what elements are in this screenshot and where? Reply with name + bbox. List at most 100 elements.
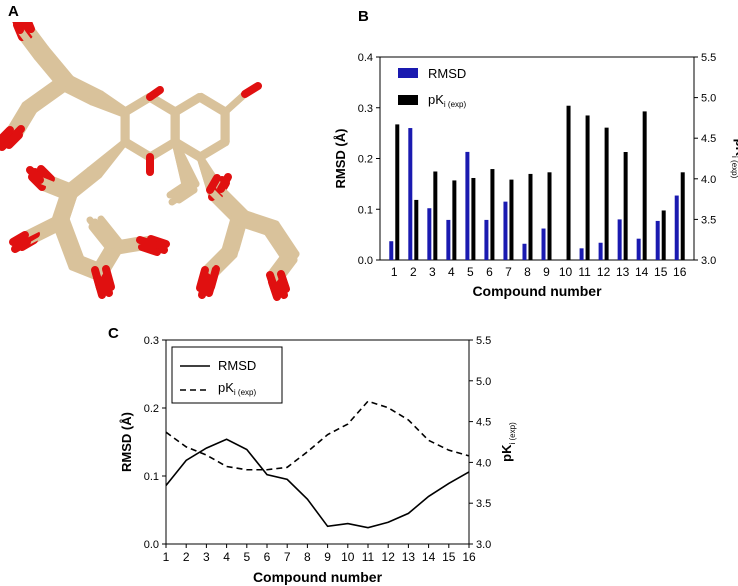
pki-bar — [490, 169, 495, 260]
bond — [241, 82, 262, 98]
bond — [91, 241, 114, 274]
bond — [20, 22, 33, 39]
bond — [206, 174, 221, 194]
rmsd-bar — [674, 195, 679, 260]
chart-c-legend: RMSD pKi (exp) — [171, 346, 283, 404]
x-tick-label: 9 — [324, 550, 331, 564]
bond — [23, 22, 35, 33]
x-tick-label: 11 — [578, 265, 591, 279]
bond — [261, 221, 289, 259]
bond — [195, 93, 228, 116]
bond — [221, 211, 239, 254]
x-tick-label: 4 — [223, 550, 230, 564]
rmsd-bar — [446, 219, 451, 260]
right-tick-label: 3.5 — [701, 214, 716, 226]
x-tick-label: 12 — [597, 265, 611, 279]
bond — [12, 22, 24, 34]
x-tick-label: 5 — [467, 265, 474, 279]
legend-swatch-pki — [398, 95, 418, 105]
x-tick-label: 8 — [304, 550, 311, 564]
x-tick-label: 10 — [559, 265, 573, 279]
chart-b-legend: RMSD pKi (exp) — [398, 66, 466, 109]
plot-frame — [379, 56, 695, 261]
bond — [171, 138, 189, 189]
bond — [146, 86, 164, 101]
x-tick-label: 12 — [382, 550, 396, 564]
bond — [221, 90, 249, 116]
rmsd-bar — [389, 241, 394, 260]
bond — [91, 266, 104, 292]
rmsd-bar — [503, 201, 508, 260]
pki-bar — [471, 177, 476, 260]
x-tick-label: 14 — [422, 550, 436, 564]
bond — [21, 216, 59, 239]
bond — [242, 210, 280, 228]
bond — [0, 126, 14, 144]
bond — [231, 211, 269, 229]
pki-bar — [414, 199, 419, 260]
bond — [86, 138, 129, 174]
rmsd-line — [165, 438, 470, 529]
pki-bar — [528, 173, 533, 260]
left-tick-label: 0.4 — [358, 52, 373, 64]
x-tick-label: 9 — [543, 265, 550, 279]
left-tick-label: 0.3 — [358, 103, 373, 115]
pki-bar — [452, 180, 457, 260]
bond — [145, 138, 178, 161]
right-tick-label: 5.0 — [476, 376, 491, 388]
bond — [42, 45, 75, 83]
rmsd-bar — [636, 238, 641, 260]
bond — [266, 251, 289, 279]
chart-b-axes: 0.00.10.20.30.43.03.54.04.55.05.51 2 3 4 5 6 7… — [333, 52, 738, 299]
bond — [58, 83, 96, 106]
molecule-bonds — [0, 22, 300, 301]
bond — [120, 138, 153, 161]
x-tick-label: 1 — [391, 265, 398, 279]
left-axis-label: RMSD (Å) — [119, 412, 134, 472]
pki-line — [165, 400, 470, 471]
right-axis-label: pKi (exp) — [730, 139, 738, 179]
bond — [106, 236, 144, 249]
right-tick-label: 3.5 — [476, 498, 491, 510]
x-tick-label: 6 — [264, 550, 271, 564]
x-tick-label: 13 — [402, 550, 416, 564]
bond — [97, 215, 125, 248]
x-tick-label: 6 — [486, 265, 493, 279]
panel-label-a: A — [8, 3, 19, 20]
x-tick-label: 16 — [462, 550, 476, 564]
x-tick-label: 11 — [362, 550, 375, 564]
molecular-overlay-image — [0, 22, 300, 301]
left-tick-label: 0.2 — [358, 154, 373, 166]
x-tick-label: 8 — [524, 265, 531, 279]
bond — [77, 255, 110, 273]
x-tick-label: 3 — [203, 550, 210, 564]
bond — [212, 245, 240, 273]
bond — [66, 256, 99, 274]
chart-c-lines — [165, 400, 470, 529]
bond — [147, 235, 170, 248]
bond — [136, 236, 159, 249]
left-axis-label: RMSD (Å) — [333, 129, 348, 189]
bond — [31, 46, 64, 84]
bond — [56, 76, 94, 99]
rmsd-bar — [484, 219, 489, 260]
legend-label-rmsd: RMSD — [428, 66, 466, 81]
bond — [177, 180, 200, 198]
x-tick-label: 16 — [673, 265, 687, 279]
bond — [67, 75, 105, 98]
pki-bar — [661, 210, 666, 260]
bond — [217, 173, 232, 193]
rmsd-bar — [408, 128, 413, 260]
rmsd-bar — [465, 151, 470, 260]
x-tick-label: 2 — [410, 265, 417, 279]
x-tick-label: 4 — [448, 265, 455, 279]
chart-b-bars — [389, 105, 685, 261]
rmsd-bar — [541, 228, 546, 260]
chart-c-axes: 0.00.10.20.33.03.54.04.55.05.51 2 3 4 5 6 7 8 9 1… — [119, 335, 517, 585]
pki-bar — [604, 127, 609, 260]
svg-text:pKi (exp): pKi (exp) — [730, 139, 738, 179]
bond — [9, 231, 29, 246]
rmsd-bar — [427, 208, 432, 260]
bond — [86, 216, 114, 249]
x-tick-label: 3 — [429, 265, 436, 279]
